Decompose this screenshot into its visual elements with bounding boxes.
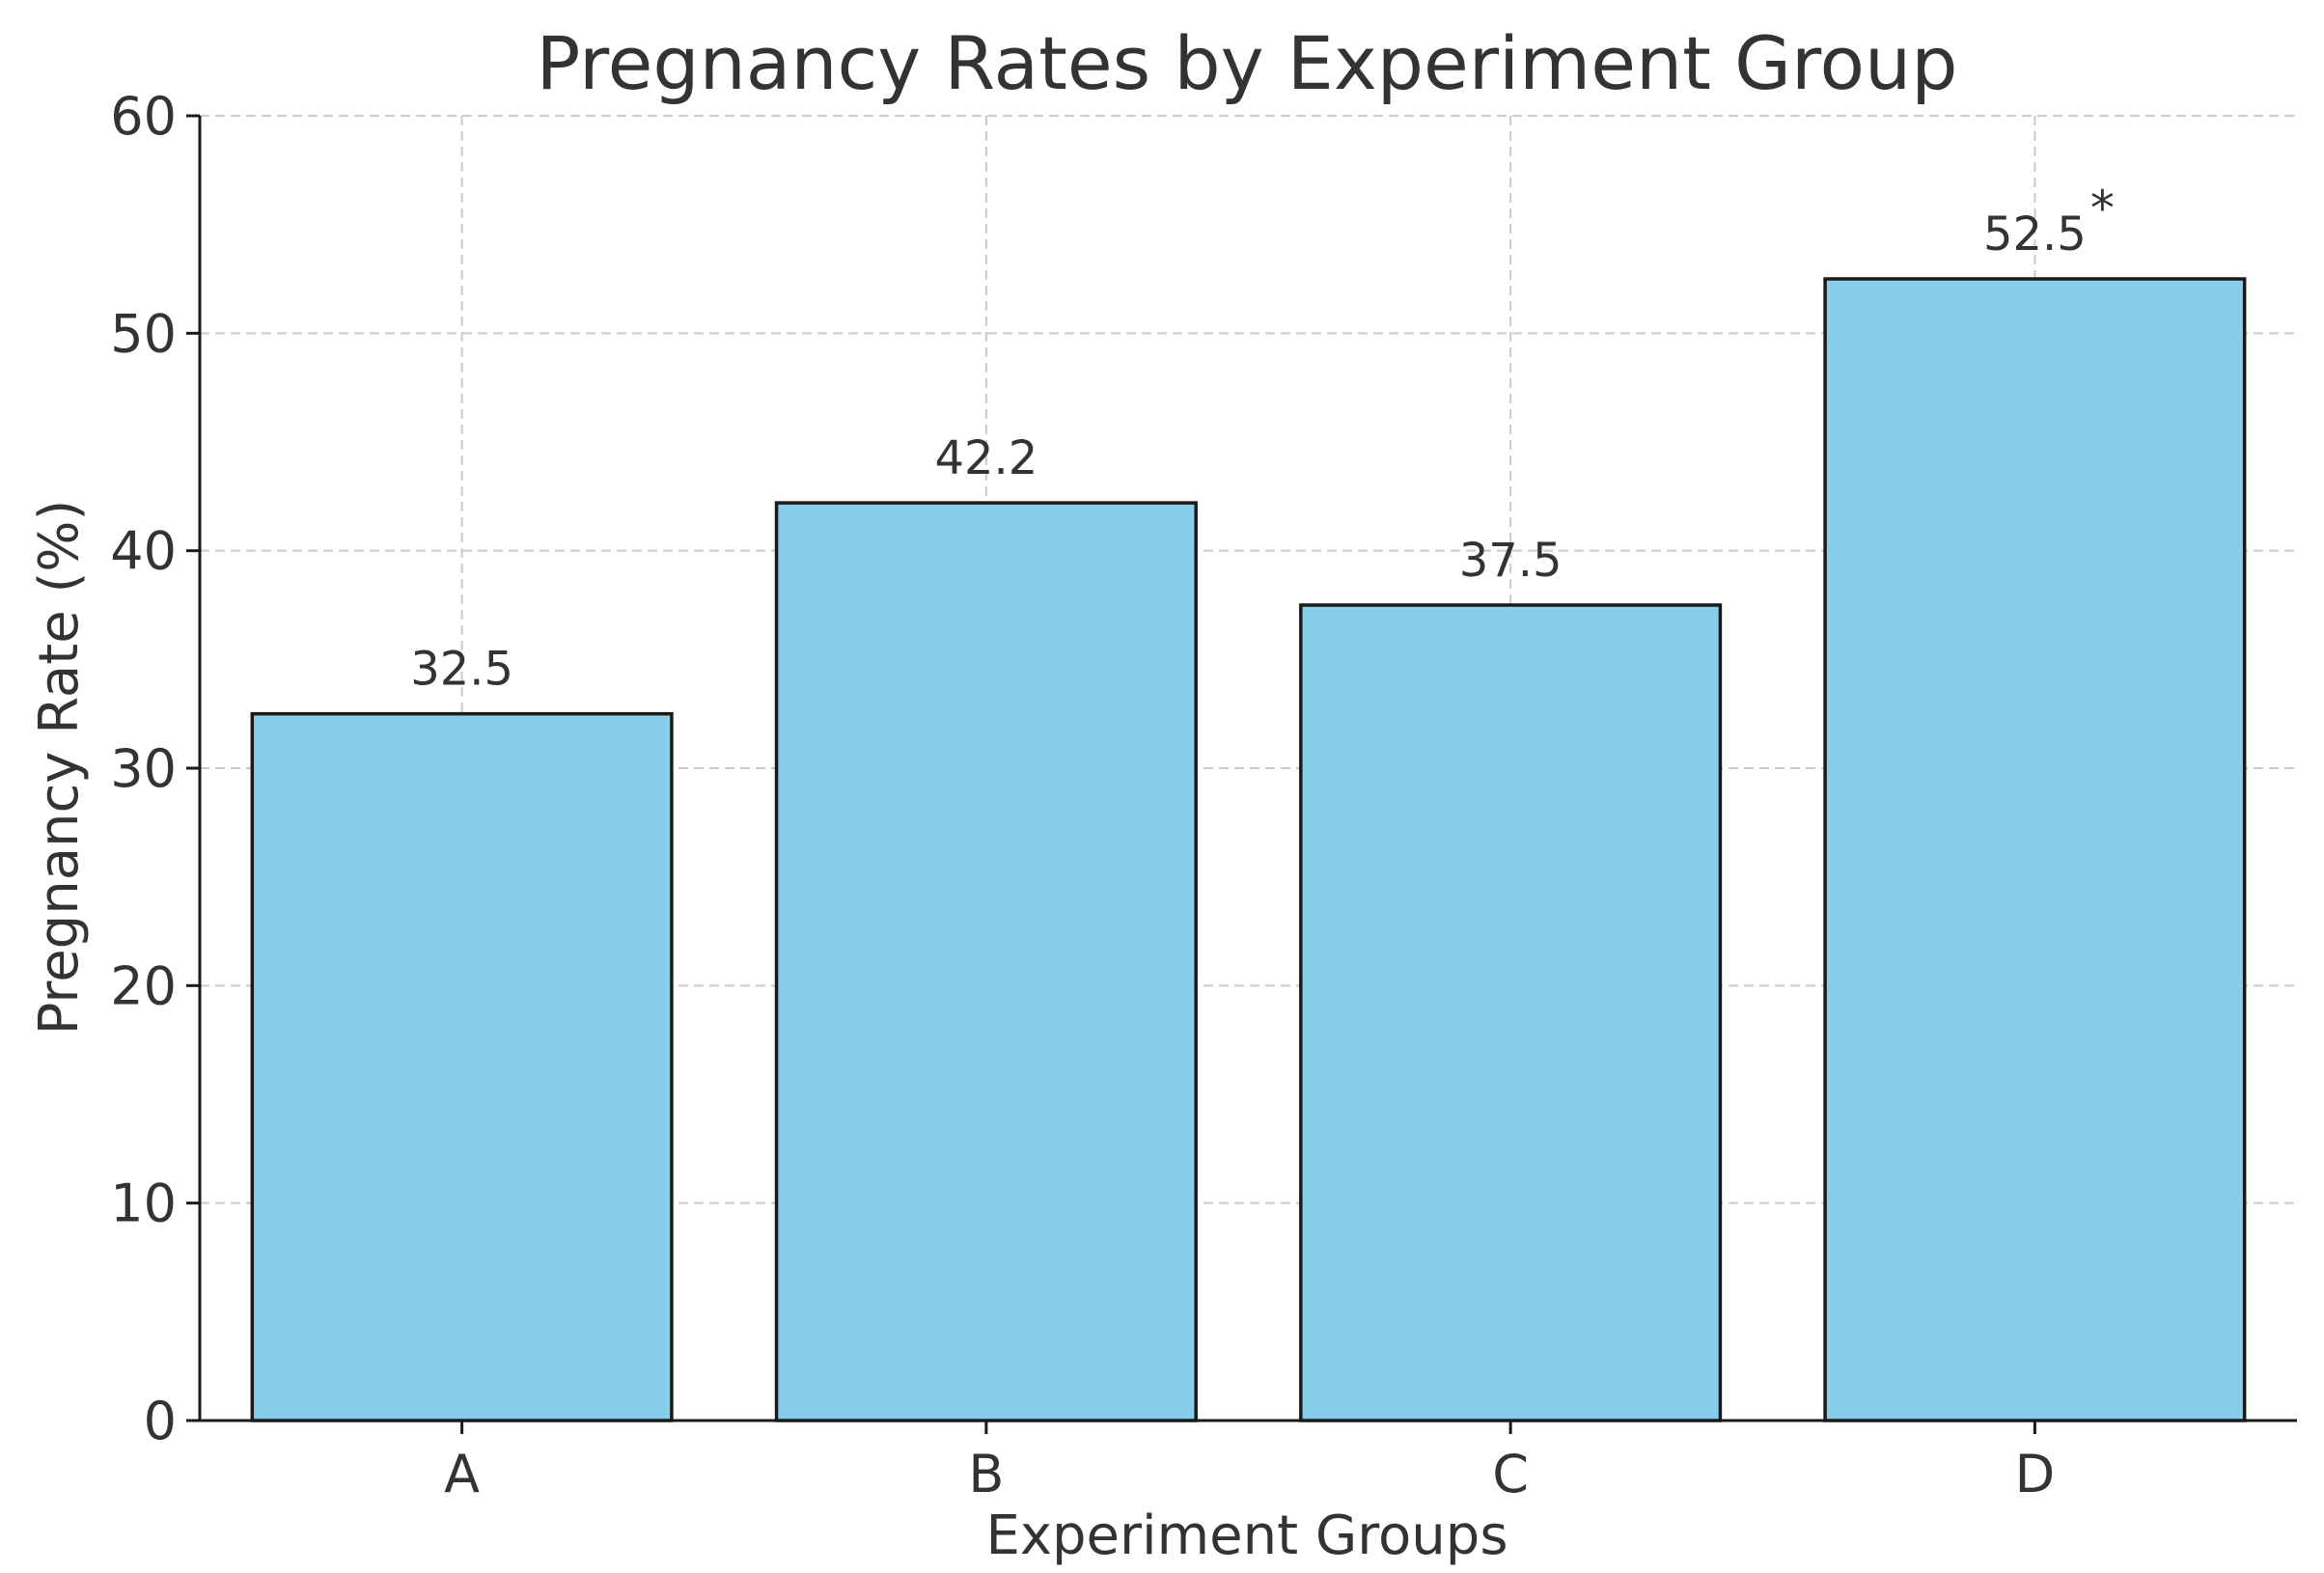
bar-d[interactable] <box>1823 277 2247 1422</box>
data-label-c: 37.5 <box>1459 534 1563 588</box>
x-tick-label-d: D <box>2015 1444 2056 1504</box>
bar-b[interactable] <box>774 501 1198 1422</box>
data-label-a: 32.5 <box>410 643 513 697</box>
axes-layer <box>186 114 2297 1434</box>
y-tick-label: 0 <box>144 1391 177 1451</box>
bar-a[interactable] <box>250 711 674 1422</box>
x-tick-label-c: C <box>1492 1444 1529 1504</box>
y-tick-label: 50 <box>110 303 177 364</box>
bars-layer <box>250 277 2247 1422</box>
bar-c[interactable] <box>1299 603 1723 1422</box>
labels-layer: 0 10 20 30 40 50 60 A B C D 32.5 42.2 37.5 52.5 * <box>110 86 2115 1504</box>
x-axis-title: Experiment Groups <box>985 1504 1508 1567</box>
data-label-b: 42.2 <box>934 431 1038 485</box>
y-tick-label: 60 <box>110 86 177 147</box>
y-tick-label: 40 <box>110 521 177 582</box>
data-label-d: 52.5 <box>1983 207 2087 262</box>
x-tick-label-a: A <box>444 1444 480 1504</box>
y-axis-title: Pregnancy Rate (%) <box>28 500 91 1035</box>
significance-asterisk: * <box>2090 180 2115 236</box>
y-tick-label: 30 <box>110 738 177 799</box>
y-tick-label: 20 <box>110 955 177 1016</box>
x-tick-label-b: B <box>968 1444 1004 1504</box>
y-tick-label: 10 <box>110 1173 177 1234</box>
chart-title: Pregnancy Rates by Experiment Group <box>537 20 1958 106</box>
